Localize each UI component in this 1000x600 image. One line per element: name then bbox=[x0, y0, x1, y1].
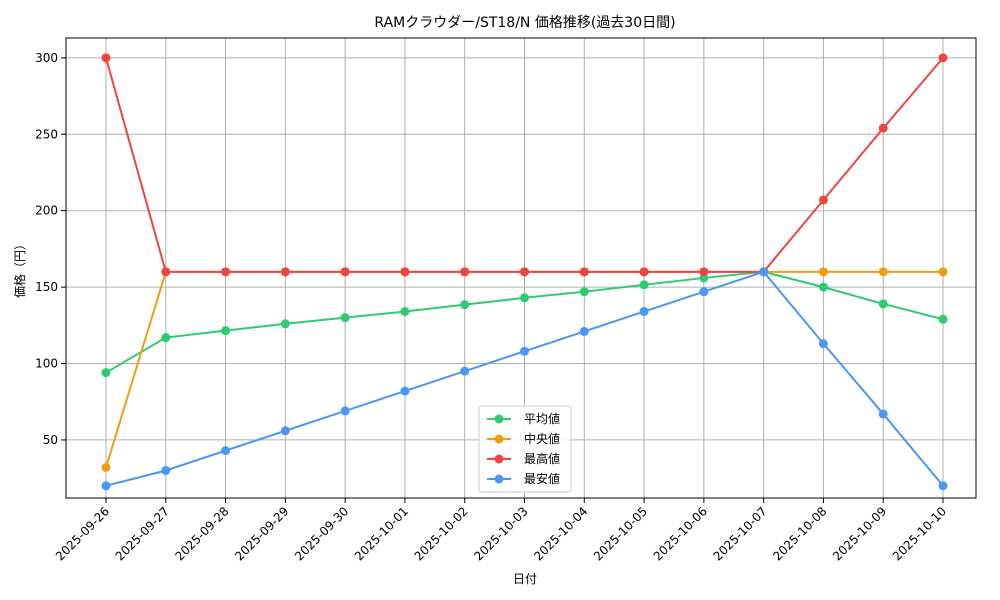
legend-marker bbox=[494, 454, 504, 464]
x-tick-label: 2025-10-02 bbox=[412, 504, 471, 563]
data-point bbox=[878, 267, 888, 277]
data-point bbox=[161, 465, 171, 475]
data-point bbox=[878, 123, 888, 133]
x-tick-label: 2025-10-01 bbox=[352, 504, 411, 563]
data-point bbox=[400, 267, 410, 277]
data-point bbox=[579, 287, 589, 297]
legend-item: 最高値 bbox=[487, 451, 560, 466]
data-point bbox=[520, 346, 529, 356]
legend-label: 平均値 bbox=[524, 411, 560, 426]
data-point bbox=[161, 333, 171, 343]
data-point bbox=[340, 313, 350, 323]
series-layer bbox=[101, 53, 948, 491]
legend-item: 最安値 bbox=[487, 471, 560, 486]
data-point bbox=[818, 339, 828, 349]
legend-marker bbox=[494, 414, 504, 424]
data-point bbox=[639, 307, 649, 317]
x-tick-label: 2025-10-03 bbox=[471, 504, 530, 563]
data-point bbox=[340, 267, 350, 277]
data-point bbox=[101, 481, 111, 491]
legend-marker bbox=[494, 434, 504, 444]
data-point bbox=[938, 481, 948, 491]
series-3 bbox=[101, 267, 948, 491]
data-point bbox=[101, 368, 111, 378]
x-tick-label: 2025-10-08 bbox=[770, 504, 829, 563]
x-axis-ticks: 2025-09-26 2025-09-27 2025-09-28 2025-09-29… bbox=[53, 498, 949, 563]
legend-item: 平均値 bbox=[487, 411, 560, 426]
data-point bbox=[400, 307, 410, 317]
data-point bbox=[280, 267, 290, 277]
data-point bbox=[579, 326, 589, 336]
y-tick-label: 250 bbox=[35, 127, 58, 141]
legend-item: 中央値 bbox=[487, 431, 560, 446]
x-tick-label: 2025-10-10 bbox=[890, 504, 949, 563]
y-tick-label: 150 bbox=[35, 280, 58, 294]
data-point bbox=[101, 53, 111, 63]
data-point bbox=[280, 426, 290, 436]
data-point bbox=[221, 267, 231, 277]
data-point bbox=[639, 280, 649, 290]
data-point bbox=[161, 267, 171, 277]
data-point bbox=[878, 409, 888, 419]
legend-label: 中央値 bbox=[524, 431, 560, 446]
legend-label: 最安値 bbox=[524, 471, 560, 486]
series-0 bbox=[101, 267, 948, 378]
data-point bbox=[579, 267, 589, 277]
x-tick-label: 2025-10-05 bbox=[591, 504, 650, 563]
data-point bbox=[818, 195, 828, 205]
x-tick-label: 2025-09-27 bbox=[113, 504, 172, 563]
data-point bbox=[759, 267, 769, 277]
data-point bbox=[520, 267, 529, 277]
data-point bbox=[460, 366, 470, 376]
data-point bbox=[460, 267, 470, 277]
legend-marker bbox=[494, 474, 504, 484]
data-point bbox=[101, 462, 111, 472]
data-point bbox=[460, 300, 470, 310]
x-tick-label: 2025-09-28 bbox=[172, 504, 231, 563]
y-tick-label: 200 bbox=[35, 204, 58, 218]
x-tick-label: 2025-10-04 bbox=[531, 504, 590, 563]
data-point bbox=[818, 267, 828, 277]
y-axis-title: 価格（円） bbox=[12, 238, 27, 298]
data-point bbox=[221, 446, 231, 456]
plot-area bbox=[65, 37, 977, 499]
data-point bbox=[938, 53, 948, 63]
x-tick-label: 2025-10-09 bbox=[830, 504, 889, 563]
x-tick-label: 2025-09-26 bbox=[53, 504, 112, 563]
data-point bbox=[699, 267, 709, 277]
data-point bbox=[520, 293, 529, 303]
data-point bbox=[280, 319, 290, 329]
x-tick-label: 2025-09-29 bbox=[232, 504, 291, 563]
x-tick-label: 2025-10-07 bbox=[711, 504, 770, 563]
y-tick-label: 100 bbox=[35, 357, 58, 371]
data-point bbox=[400, 386, 410, 396]
data-point bbox=[938, 314, 948, 324]
data-point bbox=[878, 299, 888, 309]
data-point bbox=[699, 287, 709, 297]
series-2 bbox=[101, 53, 948, 277]
y-tick-label: 50 bbox=[43, 433, 58, 447]
y-axis-ticks: 50 100 150 200 250 300 bbox=[35, 51, 66, 447]
x-tick-label: 2025-09-30 bbox=[292, 504, 351, 563]
data-point bbox=[818, 282, 828, 292]
y-tick-label: 300 bbox=[35, 51, 58, 65]
data-point bbox=[221, 326, 231, 336]
x-axis-title: 日付 bbox=[513, 572, 537, 586]
legend-label: 最高値 bbox=[524, 451, 560, 466]
data-point bbox=[340, 406, 350, 416]
chart-title: RAMクラウダー/ST18/N 価格推移(過去30日間) bbox=[374, 15, 675, 31]
data-point bbox=[938, 267, 948, 277]
x-tick-label: 2025-10-06 bbox=[651, 504, 710, 563]
legend-box bbox=[478, 405, 572, 493]
data-point bbox=[639, 267, 649, 277]
